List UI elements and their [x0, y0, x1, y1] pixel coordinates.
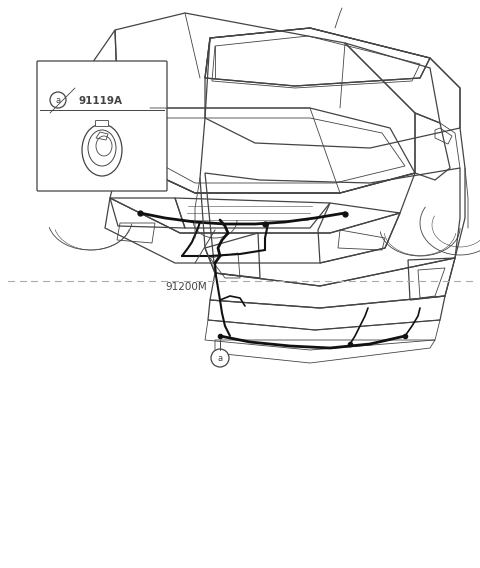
Circle shape [50, 92, 66, 108]
Text: 91200M: 91200M [165, 282, 207, 292]
FancyBboxPatch shape [96, 120, 108, 127]
FancyBboxPatch shape [37, 61, 167, 191]
Circle shape [211, 349, 229, 367]
Text: 91119A: 91119A [78, 96, 122, 106]
Text: a: a [55, 95, 60, 105]
Text: a: a [217, 353, 223, 362]
